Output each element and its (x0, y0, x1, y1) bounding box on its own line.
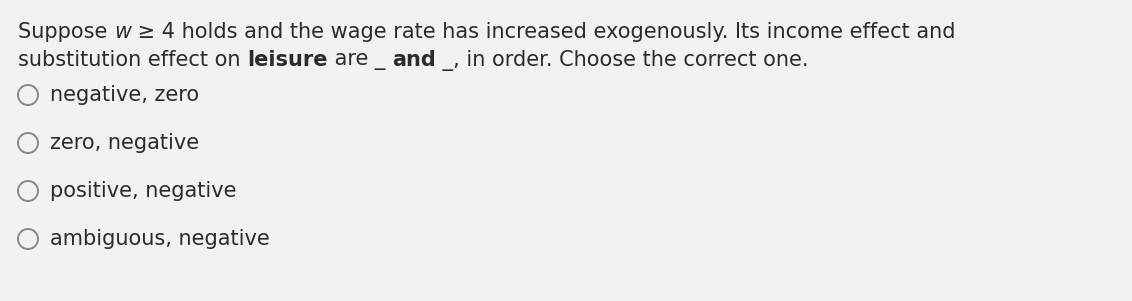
Text: are _: are _ (327, 50, 392, 70)
Text: ≥ 4 holds and the wage rate has increased exogenously. Its income effect and: ≥ 4 holds and the wage rate has increase… (131, 22, 955, 42)
Text: w: w (114, 22, 131, 42)
Text: substitution effect on: substitution effect on (18, 50, 247, 70)
Text: _, in order. Choose the correct one.: _, in order. Choose the correct one. (436, 50, 808, 71)
Text: ambiguous, negative: ambiguous, negative (50, 229, 269, 249)
Text: and: and (392, 50, 436, 70)
Text: negative, zero: negative, zero (50, 85, 199, 105)
Text: leisure: leisure (247, 50, 327, 70)
Text: Suppose: Suppose (18, 22, 114, 42)
Text: zero, negative: zero, negative (50, 133, 199, 153)
Text: positive, negative: positive, negative (50, 181, 237, 201)
